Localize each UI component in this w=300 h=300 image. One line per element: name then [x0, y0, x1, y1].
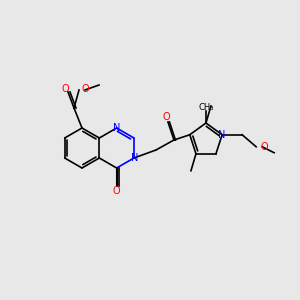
Text: CH₃: CH₃: [198, 103, 214, 112]
Text: O: O: [61, 84, 69, 94]
Text: O: O: [113, 186, 121, 196]
Text: O: O: [82, 84, 90, 94]
Text: O: O: [162, 112, 170, 122]
Text: N: N: [131, 153, 139, 163]
Text: O: O: [260, 142, 268, 152]
Text: N: N: [113, 123, 120, 133]
Text: N: N: [218, 130, 226, 140]
